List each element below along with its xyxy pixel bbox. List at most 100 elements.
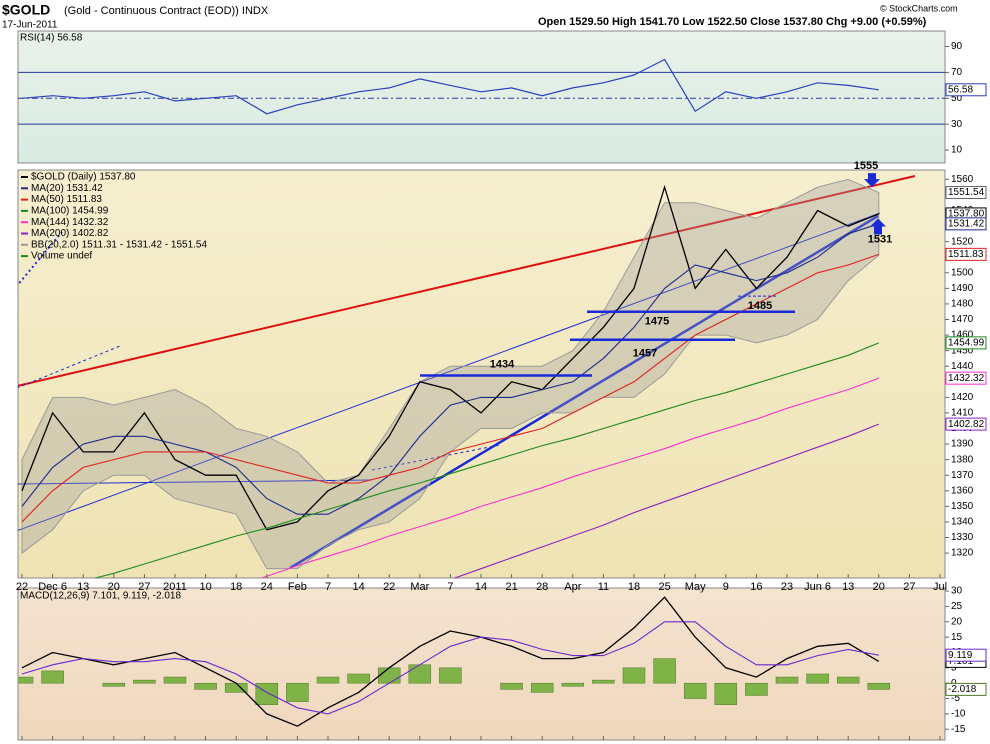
legend-label: MA(200) 1402.82 [31, 228, 109, 239]
x-tick-label: 14 [352, 743, 364, 744]
value-box-label: 1537.80 [948, 209, 985, 220]
histogram-bar [347, 673, 370, 684]
y-tick-label: 1410 [951, 408, 974, 419]
series-line [21, 184, 880, 531]
series-line [21, 596, 880, 727]
y-tick-label: 1390 [951, 439, 974, 450]
value-box: 9.119 [945, 648, 987, 662]
legend-label: BB(20,2.0) 1511.31 - 1531.42 - 1551.54 [31, 239, 207, 250]
x-tick-label: Jun 6 [804, 581, 831, 593]
rsi-label: RSI(14) 56.58 [20, 33, 83, 44]
histogram-bar [530, 682, 554, 693]
quote: Open 1529.50 High 1541.70 Low 1522.50 Cl… [538, 16, 927, 28]
y-tick-label: 15 [951, 632, 963, 643]
histogram-bar [745, 682, 768, 696]
value-box-label: 56.58 [948, 84, 973, 95]
y-tick-label: 1320 [951, 548, 974, 559]
series-line [453, 423, 880, 578]
value-box: 1402.82 [945, 417, 987, 431]
level-label: 1531 [868, 233, 892, 245]
x-tick-label: 11 [598, 743, 609, 744]
x-tick-label: 10 [199, 581, 211, 593]
y-tick-label: -15 [951, 724, 966, 735]
x-tick-label: 13 [842, 743, 854, 744]
histogram-bar [316, 676, 340, 684]
histogram-bar [255, 682, 279, 705]
value-box: 1551.54 [945, 186, 987, 200]
y-tick-label: 1450 [951, 345, 974, 356]
x-tick-label: Jul [933, 581, 947, 593]
x-tick-label: 13 [842, 581, 854, 593]
x-tick-label: 20 [108, 743, 120, 744]
x-tick-label: 14 [352, 581, 364, 593]
series-line [93, 342, 880, 578]
histogram-bar [163, 676, 187, 684]
x-tick-label: May [685, 743, 706, 744]
x-tick-label: 22 [16, 581, 28, 593]
histogram-bar [102, 682, 126, 687]
legend-label: Volume undef [31, 251, 92, 262]
chart-subtitle: (Gold - Continuous Contract (EOD)) INDX [64, 5, 269, 17]
dashed-line [371, 444, 501, 471]
x-tick-label: 9 [723, 743, 729, 744]
histogram-bar [683, 682, 707, 699]
y-tick-label: 20 [951, 616, 963, 627]
value-box-label: 1402.82 [948, 419, 985, 430]
x-tick-label: 24 [261, 581, 273, 593]
value-box-label: 9.119 [948, 650, 973, 661]
y-tick-label: 1440 [951, 361, 974, 372]
legend-label: MA(144) 1432.32 [31, 217, 109, 228]
x-tick-label: Jul [933, 743, 947, 744]
x-tick-label: 10 [199, 743, 211, 744]
x-tick-label: Apr [564, 581, 581, 593]
y-tick-label: 90 [951, 41, 963, 52]
x-tick-label: 14 [475, 581, 487, 593]
x-tick-label: 18 [628, 743, 640, 744]
y-tick-label: 70 [951, 67, 963, 78]
y-tick-label: 10 [951, 145, 963, 156]
value-box-bg [945, 217, 987, 231]
y-tick-label: 1380 [951, 454, 974, 465]
level-label: 1457 [633, 348, 657, 360]
value-box-label: -2.018 [948, 684, 977, 695]
x-tick-label: 16 [750, 743, 762, 744]
value-box-label: 1551.54 [948, 187, 985, 198]
x-tick-label: 7 [325, 581, 331, 593]
x-tick-label: 20 [108, 581, 120, 593]
y-tick-label: 1490 [951, 283, 974, 294]
level-label: 1434 [490, 358, 515, 370]
histogram-bar [194, 682, 217, 690]
x-tick-label: 27 [138, 581, 150, 593]
rsi-panel [17, 30, 946, 164]
x-tick-label: 2011 [163, 581, 187, 593]
series-line [21, 253, 879, 523]
histogram-bar [806, 673, 829, 684]
plot-area [18, 596, 891, 727]
histogram-bar [867, 682, 891, 690]
histogram-bar [622, 667, 646, 684]
x-tick-label: 23 [781, 743, 793, 744]
dashed-line [18, 345, 121, 389]
x-tick-label: 20 [873, 581, 885, 593]
y-tick-label: 1360 [951, 485, 974, 496]
x-tick-label: May [685, 581, 706, 593]
x-tick-label: 27 [138, 743, 150, 744]
histogram-bar [653, 658, 676, 684]
histogram-bar [133, 679, 156, 684]
legend-label: MA(100) 1454.99 [31, 206, 109, 217]
arrow-down [864, 173, 880, 188]
x-tick-label: 9 [723, 581, 729, 593]
x-tick-label: 7 [447, 743, 453, 744]
dotted-line [18, 231, 63, 287]
histogram-bar [377, 667, 401, 684]
x-tick-label: 7 [447, 581, 453, 593]
value-box: 56.58 [945, 83, 987, 97]
value-box: 1432.32 [945, 371, 987, 385]
x-tick-label: 27 [903, 743, 915, 744]
histogram-bar [439, 667, 462, 684]
x-tick-label: 28 [536, 743, 548, 744]
rsi-line [21, 58, 879, 115]
x-tick-label: 13 [77, 581, 89, 593]
value-box-bg [945, 371, 987, 385]
